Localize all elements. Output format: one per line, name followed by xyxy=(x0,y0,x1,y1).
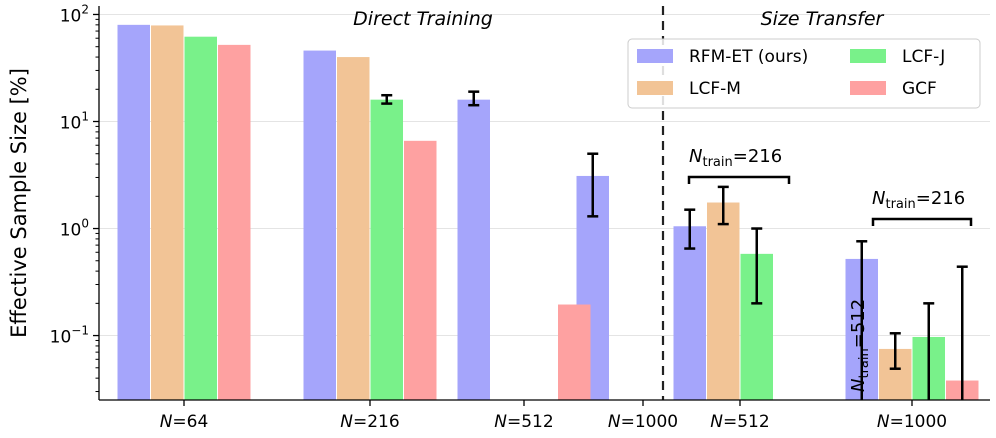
legend-swatch-gcf xyxy=(850,81,886,95)
legend-label-rfm-et: RFM-ET (ours) xyxy=(689,47,808,67)
y-tick-label: 100 xyxy=(60,217,89,241)
legend: RFM-ET (ours) LCF-M LCF-J GCF xyxy=(627,38,981,109)
bracket-transfer-512 xyxy=(687,175,791,184)
x-tick-label: N=512 xyxy=(494,412,553,432)
bar-lcf-j-group-0 xyxy=(184,36,217,401)
section-label-direct: Direct Training xyxy=(353,8,493,30)
error-bars xyxy=(381,90,968,400)
legend-frame xyxy=(627,38,981,109)
bar-gcf-group-2 xyxy=(558,304,591,400)
bar-rfm-et-ours-group-1 xyxy=(303,50,336,401)
annotation-ntrain-512: Ntrain=216 xyxy=(689,146,782,170)
x-tick-label: N=1000 xyxy=(608,412,678,432)
bar-lcf-j-group-1 xyxy=(370,99,403,400)
annotation-ntrain-1000: Ntrain=216 xyxy=(872,188,965,212)
legend-label-lcf-m: LCF-M xyxy=(689,79,741,99)
bar-gcf-group-1 xyxy=(404,140,437,400)
x-tick-label: N=216 xyxy=(340,412,399,432)
x-ticks: N=64 N=216 N=512 N=1000 N=512 N=1000 xyxy=(160,400,947,432)
bracket-transfer-1000 xyxy=(871,217,973,226)
y-ticks: 10−1 100 101 102 xyxy=(50,2,99,393)
bar-rfm-et-ours-group-2 xyxy=(457,99,490,400)
legend-swatch-lcf-j xyxy=(850,49,886,63)
y-tick-label: 101 xyxy=(60,110,89,134)
y-axis-label: Effective Sample Size [%] xyxy=(7,68,31,338)
bar-gcf-group-0 xyxy=(218,44,251,401)
x-tick-label: N=512 xyxy=(710,412,769,432)
bar-rfm-et-ours-group-0 xyxy=(117,24,150,400)
bar-lcf-m-group-4 xyxy=(707,202,740,400)
y-tick-label: 10−1 xyxy=(50,324,89,348)
bars xyxy=(117,24,979,401)
section-label-transfer: Size Transfer xyxy=(761,8,885,30)
bar-lcf-m-group-1 xyxy=(337,57,370,401)
legend-swatch-rfm-et xyxy=(637,49,673,63)
y-tick-label: 102 xyxy=(60,2,89,26)
x-tick-label: N=64 xyxy=(160,412,209,432)
legend-label-lcf-j: LCF-J xyxy=(902,47,945,67)
legend-swatch-lcf-m xyxy=(637,81,673,95)
annotation-ntrain-vertical: Ntrain=512 xyxy=(848,299,872,392)
x-tick-label: N=1000 xyxy=(877,412,947,432)
bar-rfm-et-ours-group-4 xyxy=(673,226,706,400)
bar-lcf-m-group-0 xyxy=(151,25,184,401)
legend-label-gcf: GCF xyxy=(902,79,937,99)
